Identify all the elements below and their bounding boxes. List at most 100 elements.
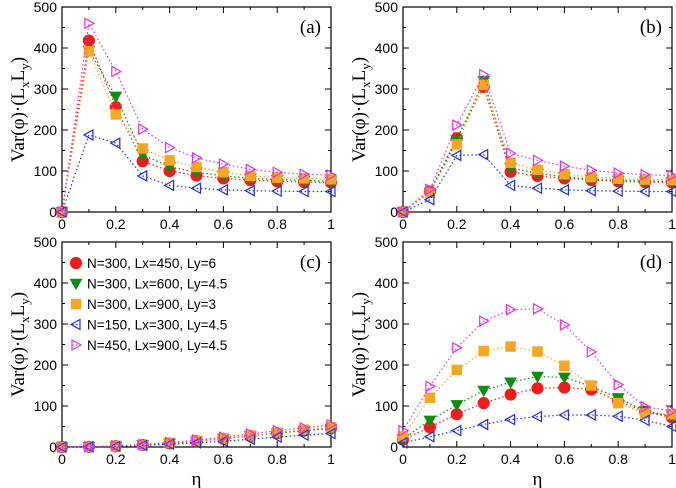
series-line-a-4	[61, 21, 332, 213]
series-d-0	[396, 381, 676, 446]
x-tick-label-c: 0.4	[160, 451, 180, 467]
x-tick-label-b: 0.6	[555, 216, 575, 232]
series-line-d-3	[402, 414, 673, 444]
legend-label-1: N=300, Lx=600, Ly=4.5	[87, 277, 227, 292]
data-point-a-4	[299, 168, 311, 181]
y-tick-label-c: 100	[34, 398, 58, 414]
data-point-d-3	[504, 413, 516, 426]
data-point-a-2	[110, 109, 122, 120]
series-line-b-0	[402, 85, 673, 213]
data-point-c-4	[245, 427, 257, 440]
data-point-b-2	[532, 164, 543, 176]
y-tick-label-c: 500	[34, 234, 58, 250]
data-point-a-4	[191, 151, 203, 164]
x-tick-label-d: 0.8	[608, 451, 628, 467]
data-point-d-4	[586, 345, 598, 358]
y-axis-title-a: Var(φ)·(LxLy)	[8, 57, 32, 162]
data-point-d-0	[504, 388, 517, 401]
y-axis-title-b: Var(φ)·(LxLy)	[349, 57, 373, 162]
data-point-b-3	[665, 185, 676, 198]
data-point-c-4	[272, 424, 284, 437]
y-tick-label-a: 100	[34, 163, 58, 179]
data-point-b-4	[398, 205, 410, 219]
series-line-b-2	[402, 83, 673, 213]
legend-marker-4	[71, 338, 83, 352]
data-point-b-2	[505, 157, 516, 169]
data-point-d-2	[559, 360, 570, 372]
data-point-b-2	[451, 139, 463, 150]
data-point-c-4	[191, 434, 203, 447]
data-point-a-4	[218, 158, 230, 171]
data-point-c-4	[299, 421, 311, 434]
y-axis-title-d: Var(φ)·(LxLy)	[349, 292, 373, 397]
series-line-b-1	[402, 79, 673, 213]
x-tick-label-a: 0.4	[160, 216, 180, 232]
y-tick-label-c: 300	[34, 316, 58, 332]
legend-marker-3	[69, 318, 81, 331]
legend-marker-2	[70, 298, 82, 310]
x-tick-label-b: 0.2	[447, 216, 467, 232]
data-point-d-2	[451, 364, 463, 376]
y-tick-label-b: 400	[375, 40, 399, 56]
data-point-d-1	[531, 371, 544, 384]
series-b-4	[398, 68, 676, 219]
data-point-b-4	[586, 164, 598, 177]
panels-group: 0 0.2 0.4 0.6 0.8 10100200300400500Var(φ)·(Lx…	[8, 0, 676, 488]
y-tick-label-a: 0	[49, 204, 57, 220]
x-tick-label-b: 0.8	[608, 216, 628, 232]
x-tick-label-a: 0	[58, 216, 66, 232]
legend: N=300, Lx=450, Ly=6 N=300, Lx=600, Ly=4.5…	[69, 256, 227, 353]
y-tick-label-d: 0	[390, 439, 398, 455]
data-point-a-3	[324, 185, 336, 198]
series-a-0	[55, 34, 338, 219]
data-point-d-4	[398, 424, 410, 437]
legend-label-0: N=300, Lx=450, Ly=6	[87, 256, 216, 271]
x-tick-label-b: 0	[399, 216, 407, 232]
data-point-d-3	[611, 410, 623, 423]
x-tick-label-c: 0.6	[214, 451, 234, 467]
x-axis-title-c: η	[192, 469, 202, 488]
x-tick-label-b: 1	[668, 216, 676, 232]
series-a-2	[56, 46, 337, 218]
data-point-d-3	[396, 436, 408, 449]
data-point-c-3	[217, 435, 228, 448]
x-tick-label-a: 0.2	[106, 216, 126, 232]
legend-marker-0	[69, 256, 83, 270]
series-line-b-4	[402, 73, 673, 213]
panel-label-c: (c)	[300, 252, 321, 273]
data-point-d-3	[531, 410, 543, 423]
x-tick-label-a: 0.6	[214, 216, 234, 232]
data-point-d-3	[638, 414, 650, 427]
data-point-d-1	[450, 400, 464, 412]
x-tick-label-d: 1	[668, 451, 676, 467]
y-tick-label-b: 100	[375, 163, 399, 179]
series-b-3	[396, 148, 676, 219]
x-tick-label-d: 0.2	[447, 451, 467, 467]
y-tick-label-d: 100	[375, 398, 399, 414]
data-point-c-3	[270, 431, 282, 444]
data-point-b-4	[532, 154, 544, 167]
y-tick-label-d: 500	[375, 234, 399, 250]
series-line-a-3	[61, 134, 331, 213]
data-point-d-4	[640, 400, 652, 413]
data-point-c-3	[163, 438, 175, 451]
data-point-c-3	[297, 429, 309, 442]
x-tick-label-c: 0	[58, 451, 66, 467]
series-line-d-1	[402, 375, 673, 440]
panel-c: 0 0.2 0.4 0.6 0.8 1 0 100 200 300 400 500 Var(φ)·(Lx…	[8, 234, 338, 488]
data-point-d-3	[423, 430, 435, 443]
data-point-d-4	[506, 303, 517, 316]
data-point-c-3	[190, 436, 202, 449]
data-point-a-3	[190, 182, 202, 195]
data-point-d-1	[504, 377, 518, 389]
x-tick-label-c: 0.8	[267, 451, 287, 467]
data-point-a-0	[82, 34, 96, 47]
series-line-c-4	[61, 424, 332, 448]
data-point-b-4	[425, 183, 437, 196]
data-point-a-4	[272, 166, 284, 179]
data-point-d-4	[452, 341, 464, 354]
data-point-b-3	[558, 183, 569, 196]
data-point-a-4	[138, 123, 149, 136]
data-point-b-4	[640, 168, 652, 181]
series-b-2	[397, 79, 676, 218]
